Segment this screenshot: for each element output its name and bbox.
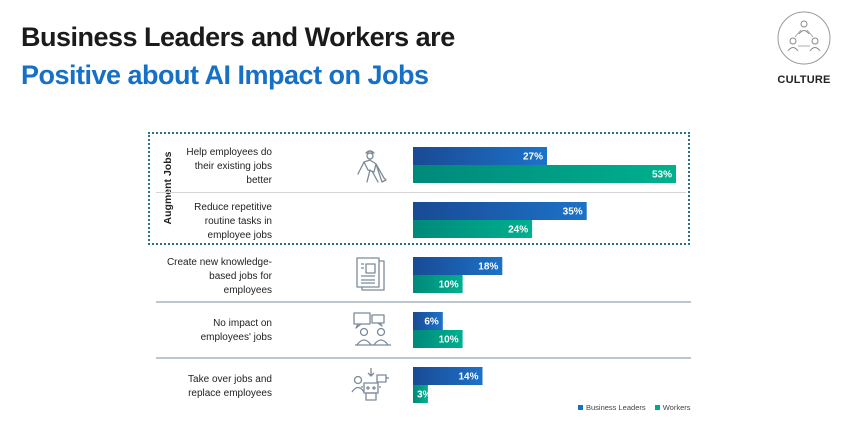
bar-business-leaders [413, 367, 483, 385]
data-label: 6% [424, 317, 439, 328]
legend-item-business-leaders: Business Leaders [578, 403, 646, 412]
category-label: Reduce repetitive routine tasks in emplo… [194, 202, 272, 241]
row-separator [156, 192, 686, 193]
legend-swatch [578, 405, 583, 410]
data-label: 18% [478, 262, 498, 273]
bar-business-leaders [413, 312, 443, 330]
bar-workers [413, 165, 676, 183]
data-label: 27% [523, 152, 543, 163]
category-label: No impact on employees' jobs [200, 318, 272, 343]
augment-jobs-box [148, 132, 690, 245]
data-label: 3% [417, 390, 432, 401]
category-label: Create new knowledge- based jobs for emp… [166, 257, 272, 296]
data-label: 35% [563, 207, 583, 218]
bar-workers [413, 330, 463, 348]
legend: Business Leaders Workers [578, 403, 698, 412]
title-line-2: Positive about AI Impact on Jobs [21, 60, 429, 90]
culture-label: CULTURE [777, 74, 831, 86]
culture-badge: CULTURE [774, 10, 834, 90]
data-label: 24% [508, 225, 528, 236]
people-network-icon [777, 11, 831, 65]
legend-item-workers: Workers [654, 403, 691, 412]
bar-workers [413, 275, 463, 293]
worker-shovel-icon [357, 150, 387, 183]
data-label: 10% [439, 335, 459, 346]
bar-business-leaders [413, 257, 503, 275]
bar-business-leaders [413, 202, 587, 220]
category-label: Take over jobs and replace employees [188, 374, 272, 399]
robot-person-icon [351, 368, 389, 401]
data-label: 10% [439, 280, 459, 291]
title-line-1: Business Leaders and Workers are [21, 22, 455, 52]
data-label: 14% [458, 372, 478, 383]
row-separator [156, 357, 691, 359]
data-label: 53% [652, 170, 672, 181]
bar-business-leaders [413, 147, 547, 165]
row-separator [156, 301, 691, 303]
bar-workers [413, 385, 428, 403]
document-icon [356, 257, 385, 291]
category-label: Help employees do their existing jobs be… [186, 147, 272, 186]
bar-workers [413, 220, 533, 238]
meeting-people-icon [353, 312, 391, 346]
legend-swatch [654, 405, 660, 410]
